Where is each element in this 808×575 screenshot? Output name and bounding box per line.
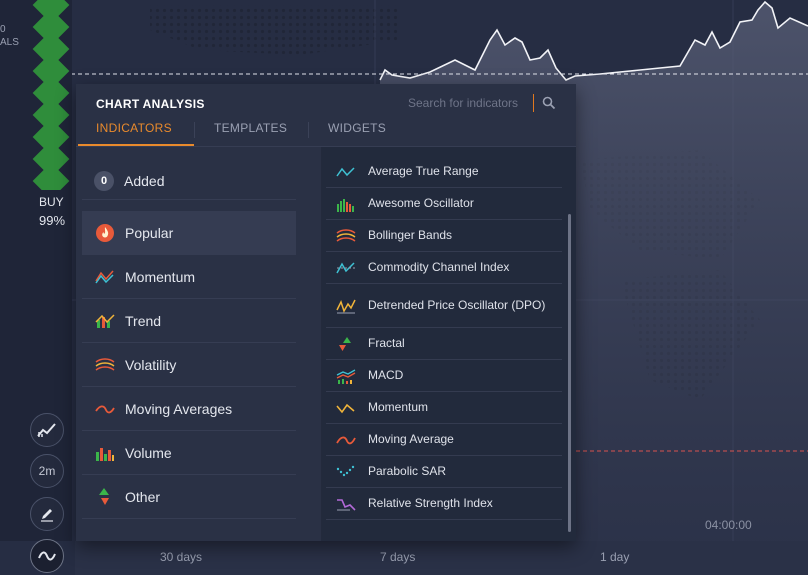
indicator-item[interactable]: Detrended Price Oscillator (DPO): [326, 284, 562, 328]
timeframe-7-days[interactable]: 7 days: [380, 550, 416, 564]
timeframe-1-day[interactable]: 1 day: [600, 550, 630, 564]
price-line: [379, 0, 808, 81]
indicator-list: Average True Range Awesome Oscillator Bo…: [322, 147, 576, 541]
indicator-label: Momentum: [368, 400, 429, 414]
timeframe-30-days[interactable]: 30 days: [160, 550, 203, 564]
search-icon[interactable]: [542, 96, 556, 110]
atr-icon: [336, 166, 355, 176]
buy-percent: 99%: [39, 213, 66, 228]
category-label: Moving Averages: [125, 400, 233, 417]
tab-divider: [308, 122, 309, 138]
volume-icon: [94, 442, 116, 464]
category-volatility[interactable]: Volatility: [82, 343, 296, 387]
moving-average-icon: [94, 398, 116, 420]
indicator-item[interactable]: Fractal: [326, 328, 562, 360]
macd-icon: [336, 368, 356, 384]
added-label: Added: [124, 173, 165, 189]
bollinger-icon: [336, 228, 356, 242]
volatility-icon: [94, 354, 116, 376]
tab-widgets[interactable]: WIDGETS: [328, 121, 387, 135]
other-icon: [94, 486, 116, 508]
indicator-label: Fractal: [368, 336, 405, 350]
dpo-icon: [336, 299, 356, 313]
analysis-tool-button[interactable]: [30, 539, 64, 573]
category-popular[interactable]: Popular: [82, 211, 296, 255]
indicators-tool-button[interactable]: [30, 413, 64, 447]
period-label: 2m: [38, 464, 56, 478]
chart-trend-icon: [37, 423, 56, 437]
timeframe-bar: [75, 541, 808, 575]
momentum-icon: [94, 266, 116, 288]
indicator-scrollbar[interactable]: [568, 214, 571, 532]
category-label: Volume: [125, 444, 172, 461]
category-other[interactable]: Other: [82, 475, 296, 519]
category-list: 0 Added Popular Momentum: [76, 147, 322, 541]
added-item[interactable]: 0 Added: [82, 163, 296, 200]
indicator-item[interactable]: Parabolic SAR: [326, 456, 562, 488]
category-momentum[interactable]: Momentum: [82, 255, 296, 299]
awesome-oscillator-icon: [337, 198, 354, 212]
indicator-label: MACD: [368, 368, 404, 382]
indicator-label: Parabolic SAR: [368, 464, 447, 478]
draw-tool-button[interactable]: [30, 497, 64, 531]
cut-off-label: ALS: [0, 37, 19, 48]
panel-title: CHART ANALYSIS: [96, 97, 205, 111]
category-moving-averages[interactable]: Moving Averages: [82, 387, 296, 431]
indicator-label: Bollinger Bands: [368, 228, 453, 242]
indicator-label: Relative Strength Index: [368, 496, 493, 510]
indicator-item[interactable]: Moving Average: [326, 424, 562, 456]
indicator-label: Average True Range: [368, 164, 479, 178]
indicator-label: Moving Average: [368, 432, 454, 446]
category-label: Other: [125, 488, 161, 505]
tab-templates[interactable]: TEMPLATES: [214, 121, 288, 135]
indicator-label: Awesome Oscillator: [368, 196, 474, 210]
trend-icon: [94, 310, 116, 332]
pencil-icon: [41, 509, 53, 522]
category-label: Popular: [125, 224, 174, 241]
flame-icon: [94, 222, 116, 244]
indicator-item[interactable]: MACD: [326, 360, 562, 392]
rsi-icon: [337, 498, 356, 511]
indicator-item[interactable]: Average True Range: [326, 156, 562, 188]
indicator-item[interactable]: Relative Strength Index: [326, 488, 562, 520]
category-label: Trend: [125, 312, 162, 329]
category-label: Momentum: [125, 268, 196, 285]
search-input[interactable]: [408, 94, 534, 112]
indicator-item[interactable]: Bollinger Bands: [326, 220, 562, 252]
indicator-label: Commodity Channel Index: [368, 260, 510, 274]
indicator-label: Detrended Price Oscillator (DPO): [368, 298, 546, 312]
tab-divider: [194, 122, 195, 138]
category-label: Volatility: [125, 356, 177, 373]
tab-indicators[interactable]: INDICATORS: [78, 121, 194, 146]
momentum-indicator-icon: [336, 403, 355, 413]
time-axis-label: 04:00:00: [705, 518, 752, 532]
category-trend[interactable]: Trend: [82, 299, 296, 343]
indicator-item[interactable]: Momentum: [326, 392, 562, 424]
fractal-icon: [339, 336, 351, 351]
chart-analysis-panel: CHART ANALYSIS INDICATORS TEMPLATES WIDG…: [76, 84, 576, 541]
panel-tabs: INDICATORS TEMPLATES WIDGETS: [76, 118, 576, 147]
parabolic-sar-icon: [336, 465, 355, 476]
indicator-item[interactable]: Awesome Oscillator: [326, 188, 562, 220]
buy-indicator-column: [28, 0, 72, 190]
cut-off-label: 0: [0, 24, 6, 35]
moving-average-indicator-icon: [336, 436, 356, 444]
added-count-badge: 0: [94, 171, 114, 191]
buy-label: BUY: [39, 195, 64, 209]
category-volume[interactable]: Volume: [82, 431, 296, 475]
indicator-item[interactable]: Commodity Channel Index: [326, 252, 562, 284]
period-button[interactable]: 2m: [30, 454, 64, 488]
wave-icon: [38, 551, 56, 561]
cci-icon: [336, 261, 355, 273]
